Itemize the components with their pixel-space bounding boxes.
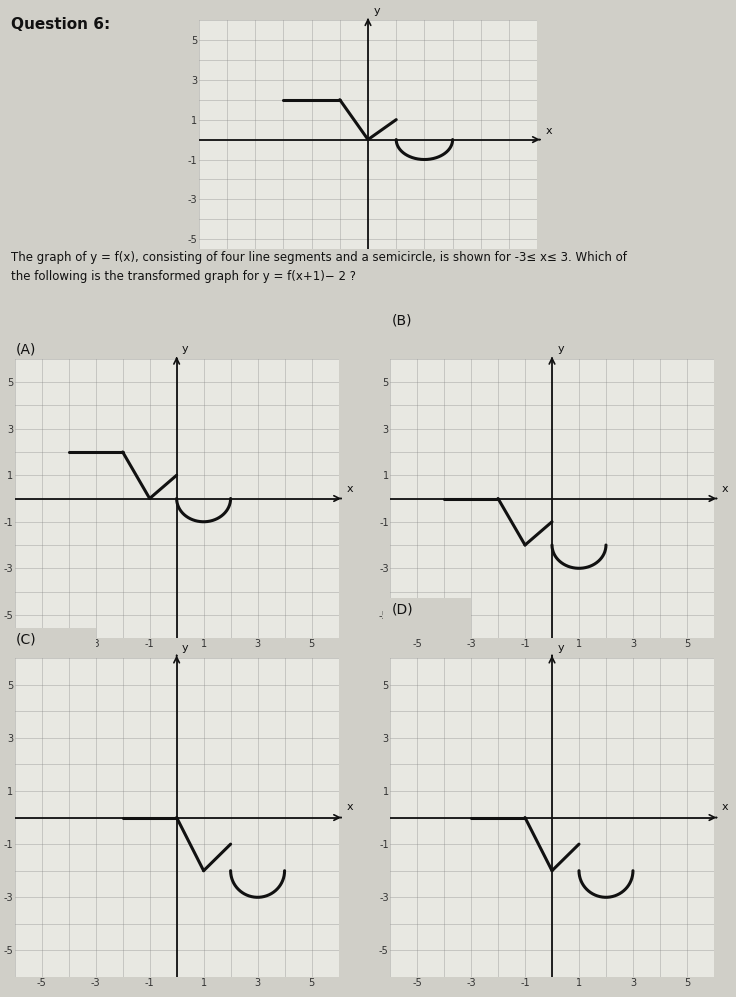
Text: (B): (B) — [392, 313, 412, 327]
Text: x: x — [545, 126, 553, 136]
Text: y: y — [182, 344, 188, 354]
Text: x: x — [347, 484, 353, 494]
Text: x: x — [722, 484, 729, 494]
Text: (A): (A) — [16, 343, 37, 357]
Text: x: x — [347, 803, 353, 813]
Text: y: y — [557, 643, 564, 653]
Text: (D): (D) — [392, 602, 413, 616]
Text: Question 6:: Question 6: — [11, 17, 110, 32]
Text: The graph of y = f(x), consisting of four line segments and a semicircle, is sho: The graph of y = f(x), consisting of fou… — [11, 251, 627, 283]
Text: y: y — [557, 344, 564, 354]
Text: y: y — [182, 643, 188, 653]
Text: x: x — [722, 803, 729, 813]
Text: (C): (C) — [16, 632, 37, 646]
Text: y: y — [374, 6, 381, 16]
